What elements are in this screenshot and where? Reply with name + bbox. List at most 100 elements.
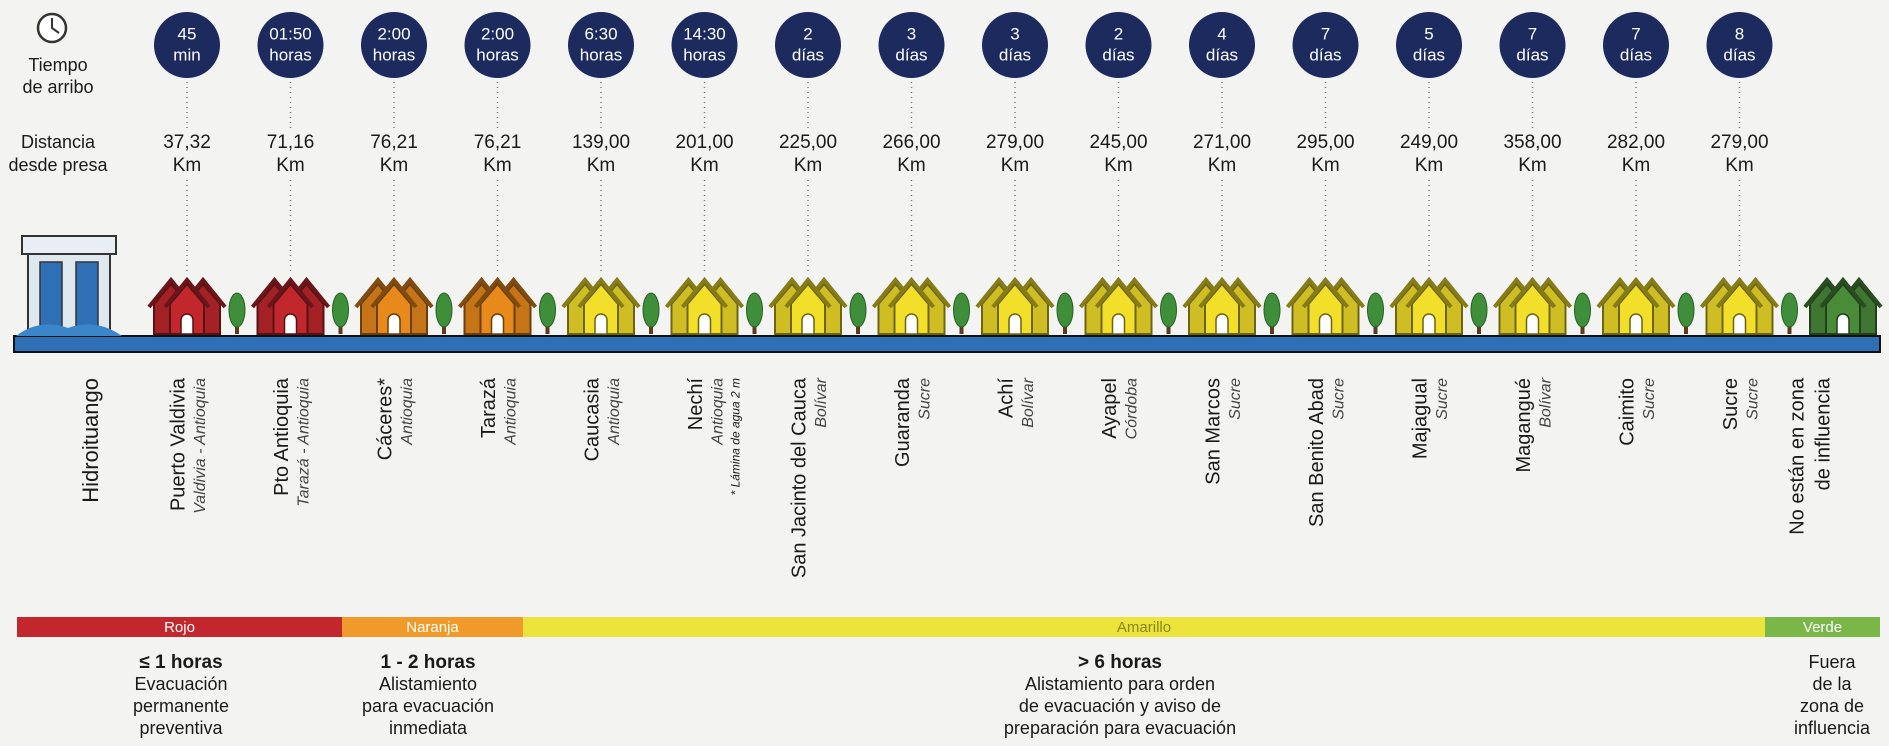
door [1527,314,1539,334]
town-name: Majagual [1409,378,1431,459]
time-value: 6:30 [584,24,617,43]
distance-value: 279,00 [986,132,1044,153]
distance-unit: Km [1415,155,1444,176]
door [181,314,193,334]
time-unit: días [999,45,1031,64]
town-region: Bolívar [813,377,830,427]
tree [850,293,866,327]
distance-value: 266,00 [882,132,940,153]
dam-label: Hidroituango [78,378,103,503]
distance-unit: Km [1725,155,1754,176]
time-unit: horas [683,45,726,64]
distance-unit: Km [1622,155,1651,176]
distance-value: 282,00 [1607,132,1665,153]
time-unit: días [792,45,824,64]
zone-name: Verde [1803,619,1842,636]
town-region: Antioquia [503,378,520,446]
town-name: Nechí [685,378,707,431]
zone-heading: 1 - 2 horas [380,652,475,673]
tree [540,293,556,327]
town-name: Pto Antioquia [271,377,293,496]
zone-name: Naranja [406,619,459,636]
distance-unit: Km [690,155,719,176]
town-name: San Jacinto del Cauca [788,377,810,578]
time-value: 3 [907,24,916,43]
town-region: Antioquia [399,378,416,446]
time-unit: días [1516,45,1548,64]
town-region: Valdivia - Antioquia [192,378,209,514]
tree [1678,293,1694,327]
time-value: 01:50 [269,24,312,43]
time-value: 7 [1528,24,1537,43]
distance-value: 295,00 [1296,132,1354,153]
time-label: de arribo [22,77,93,97]
distance-unit: Km [173,155,202,176]
zone-text: de la [1812,674,1852,694]
town-name: Sucre [1720,378,1742,430]
door [1113,314,1125,334]
town-name: Caucasia [581,377,603,461]
distance-unit: Km [483,155,512,176]
time-unit: horas [373,45,416,64]
distance-value: 76,21 [474,132,522,153]
town-region: Sucre [1641,378,1658,420]
town-region: Sucre [917,378,934,420]
town-region: Sucre [1227,378,1244,420]
time-value: 7 [1631,24,1640,43]
door [906,314,918,334]
dam-gate [76,262,98,334]
town-name: Caimito [1616,378,1638,446]
distance-value: 139,00 [572,132,630,153]
zone-text: zona de [1800,696,1864,716]
town-region: Sucre [1745,378,1762,420]
tree [436,293,452,327]
zone-text: preventiva [139,718,223,738]
time-value: 3 [1010,24,1019,43]
town-name: Ayapel [1099,378,1121,439]
zone-text: Alistamiento para orden [1025,674,1215,694]
tree [1057,293,1073,327]
door [1734,314,1746,334]
door [492,314,504,334]
distance-value: 225,00 [779,132,837,153]
town-region: Sucre [1331,378,1348,420]
town-region: Córdoba [1124,378,1141,439]
zone-heading: ≤ 1 horas [139,652,222,673]
tree [333,293,349,327]
distance-label: desde presa [8,155,108,175]
tree [1575,293,1591,327]
river [14,336,1880,352]
distance-value: 358,00 [1503,132,1561,153]
distance-unit: Km [1518,155,1547,176]
zone-text: inmediata [389,718,468,738]
door [1320,314,1332,334]
no-influence-label: No están en zona [1786,377,1808,535]
distance-unit: Km [1208,155,1237,176]
infographic: Tiempo de arribo Distancia desde presa H… [0,0,1889,746]
distance-value: 76,21 [370,132,418,153]
door [1630,314,1642,334]
zone-text: influencia [1794,718,1871,738]
time-value: 4 [1217,24,1226,43]
time-unit: min [173,45,200,64]
time-unit: días [1413,45,1445,64]
distance-unit: Km [897,155,926,176]
tree [1264,293,1280,327]
town-note: * Lámina de agua 2 m [729,378,743,495]
distance-value: 71,16 [267,132,315,153]
town-region: Bolívar [1538,377,1555,427]
town-name: Cáceres* [374,378,396,460]
tree [1471,293,1487,327]
tree [1782,293,1798,327]
distance-unit: Km [1001,155,1030,176]
town-name: Tarazá [478,377,500,438]
distance-value: 279,00 [1710,132,1768,153]
zone-text: Fuera [1808,652,1856,672]
clock-icon [38,14,66,42]
distance-unit: Km [587,155,616,176]
time-value: 45 [178,24,197,43]
door [1837,314,1849,334]
town-name: San Marcos [1202,378,1224,485]
door [1009,314,1021,334]
time-label: Tiempo [28,55,87,75]
